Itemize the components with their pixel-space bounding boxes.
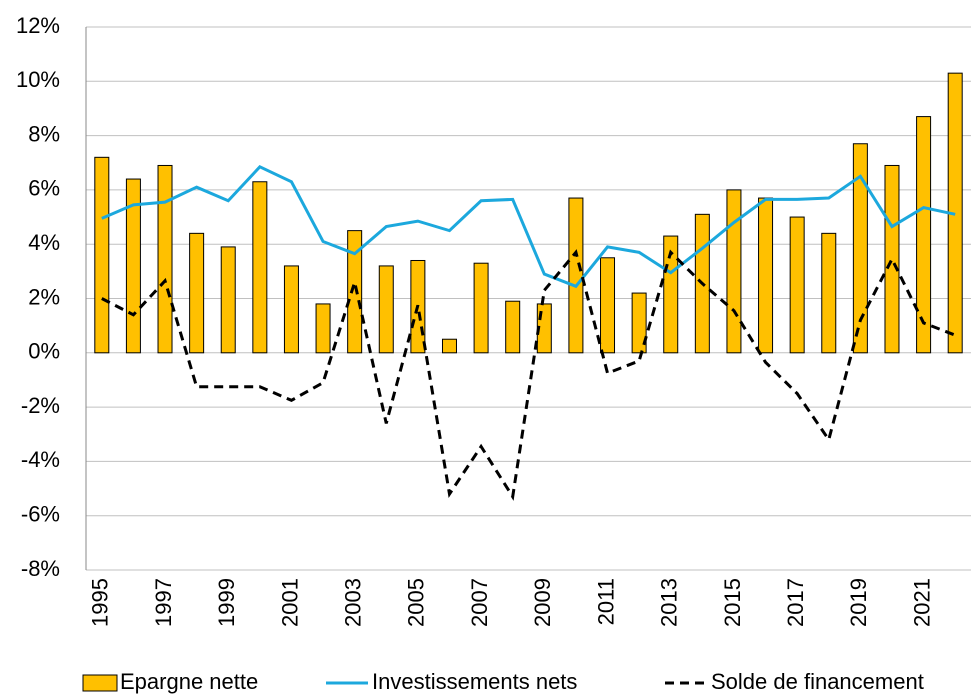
bar	[441, 338, 457, 354]
line	[101, 249, 956, 501]
legend-label: Epargne nette	[120, 669, 258, 694]
legend-swatch	[82, 674, 118, 692]
bar	[631, 292, 647, 354]
x-tick-label: 2009	[530, 578, 555, 627]
x-tick-label: 2005	[404, 578, 429, 627]
bar	[315, 303, 331, 354]
x-tick-label: 2013	[657, 578, 682, 627]
bar	[125, 178, 141, 354]
x-tick-label: 2003	[340, 578, 365, 627]
x-tick-label: 2011	[593, 578, 618, 625]
bar	[505, 300, 521, 354]
legend-label: Investissements nets	[372, 669, 577, 694]
y-tick-label: 6%	[28, 176, 60, 201]
bar	[252, 181, 268, 354]
y-tick-label: 10%	[16, 67, 60, 92]
x-tick-label: 2017	[783, 578, 808, 627]
y-tick-label: 0%	[28, 339, 60, 364]
bar	[378, 265, 394, 354]
x-tick-label: 2001	[277, 578, 302, 627]
bar	[473, 262, 489, 354]
x-tick-label: 1995	[88, 578, 113, 627]
bar	[220, 246, 236, 354]
y-tick-label: 8%	[28, 121, 60, 146]
y-tick-label: 12%	[16, 13, 60, 38]
x-tick-label: 2021	[909, 578, 934, 627]
bar	[94, 156, 110, 354]
x-tick-label: 1999	[214, 578, 239, 627]
bar	[283, 265, 299, 354]
x-tick-label: 2019	[846, 578, 871, 627]
bar	[852, 143, 868, 354]
legend-label: Solde de financement	[711, 669, 924, 694]
y-tick-label: -6%	[21, 502, 60, 527]
bar	[916, 116, 932, 354]
bar	[821, 232, 837, 354]
bar	[568, 197, 584, 354]
line	[101, 164, 956, 289]
bar	[758, 197, 774, 354]
bar	[157, 164, 173, 354]
y-tick-label: -4%	[21, 447, 60, 472]
x-tick-label: 1997	[151, 578, 176, 627]
x-tick-label: 2007	[467, 578, 492, 627]
bar	[600, 257, 616, 354]
bar	[789, 216, 805, 354]
bar	[347, 230, 363, 354]
y-tick-label: 2%	[28, 284, 60, 309]
bar	[189, 232, 205, 354]
bar	[726, 189, 742, 354]
y-tick-label: 4%	[28, 230, 60, 255]
y-tick-label: -2%	[21, 393, 60, 418]
bar	[884, 164, 900, 354]
x-tick-label: 2015	[720, 578, 745, 627]
y-tick-label: -8%	[21, 556, 60, 581]
